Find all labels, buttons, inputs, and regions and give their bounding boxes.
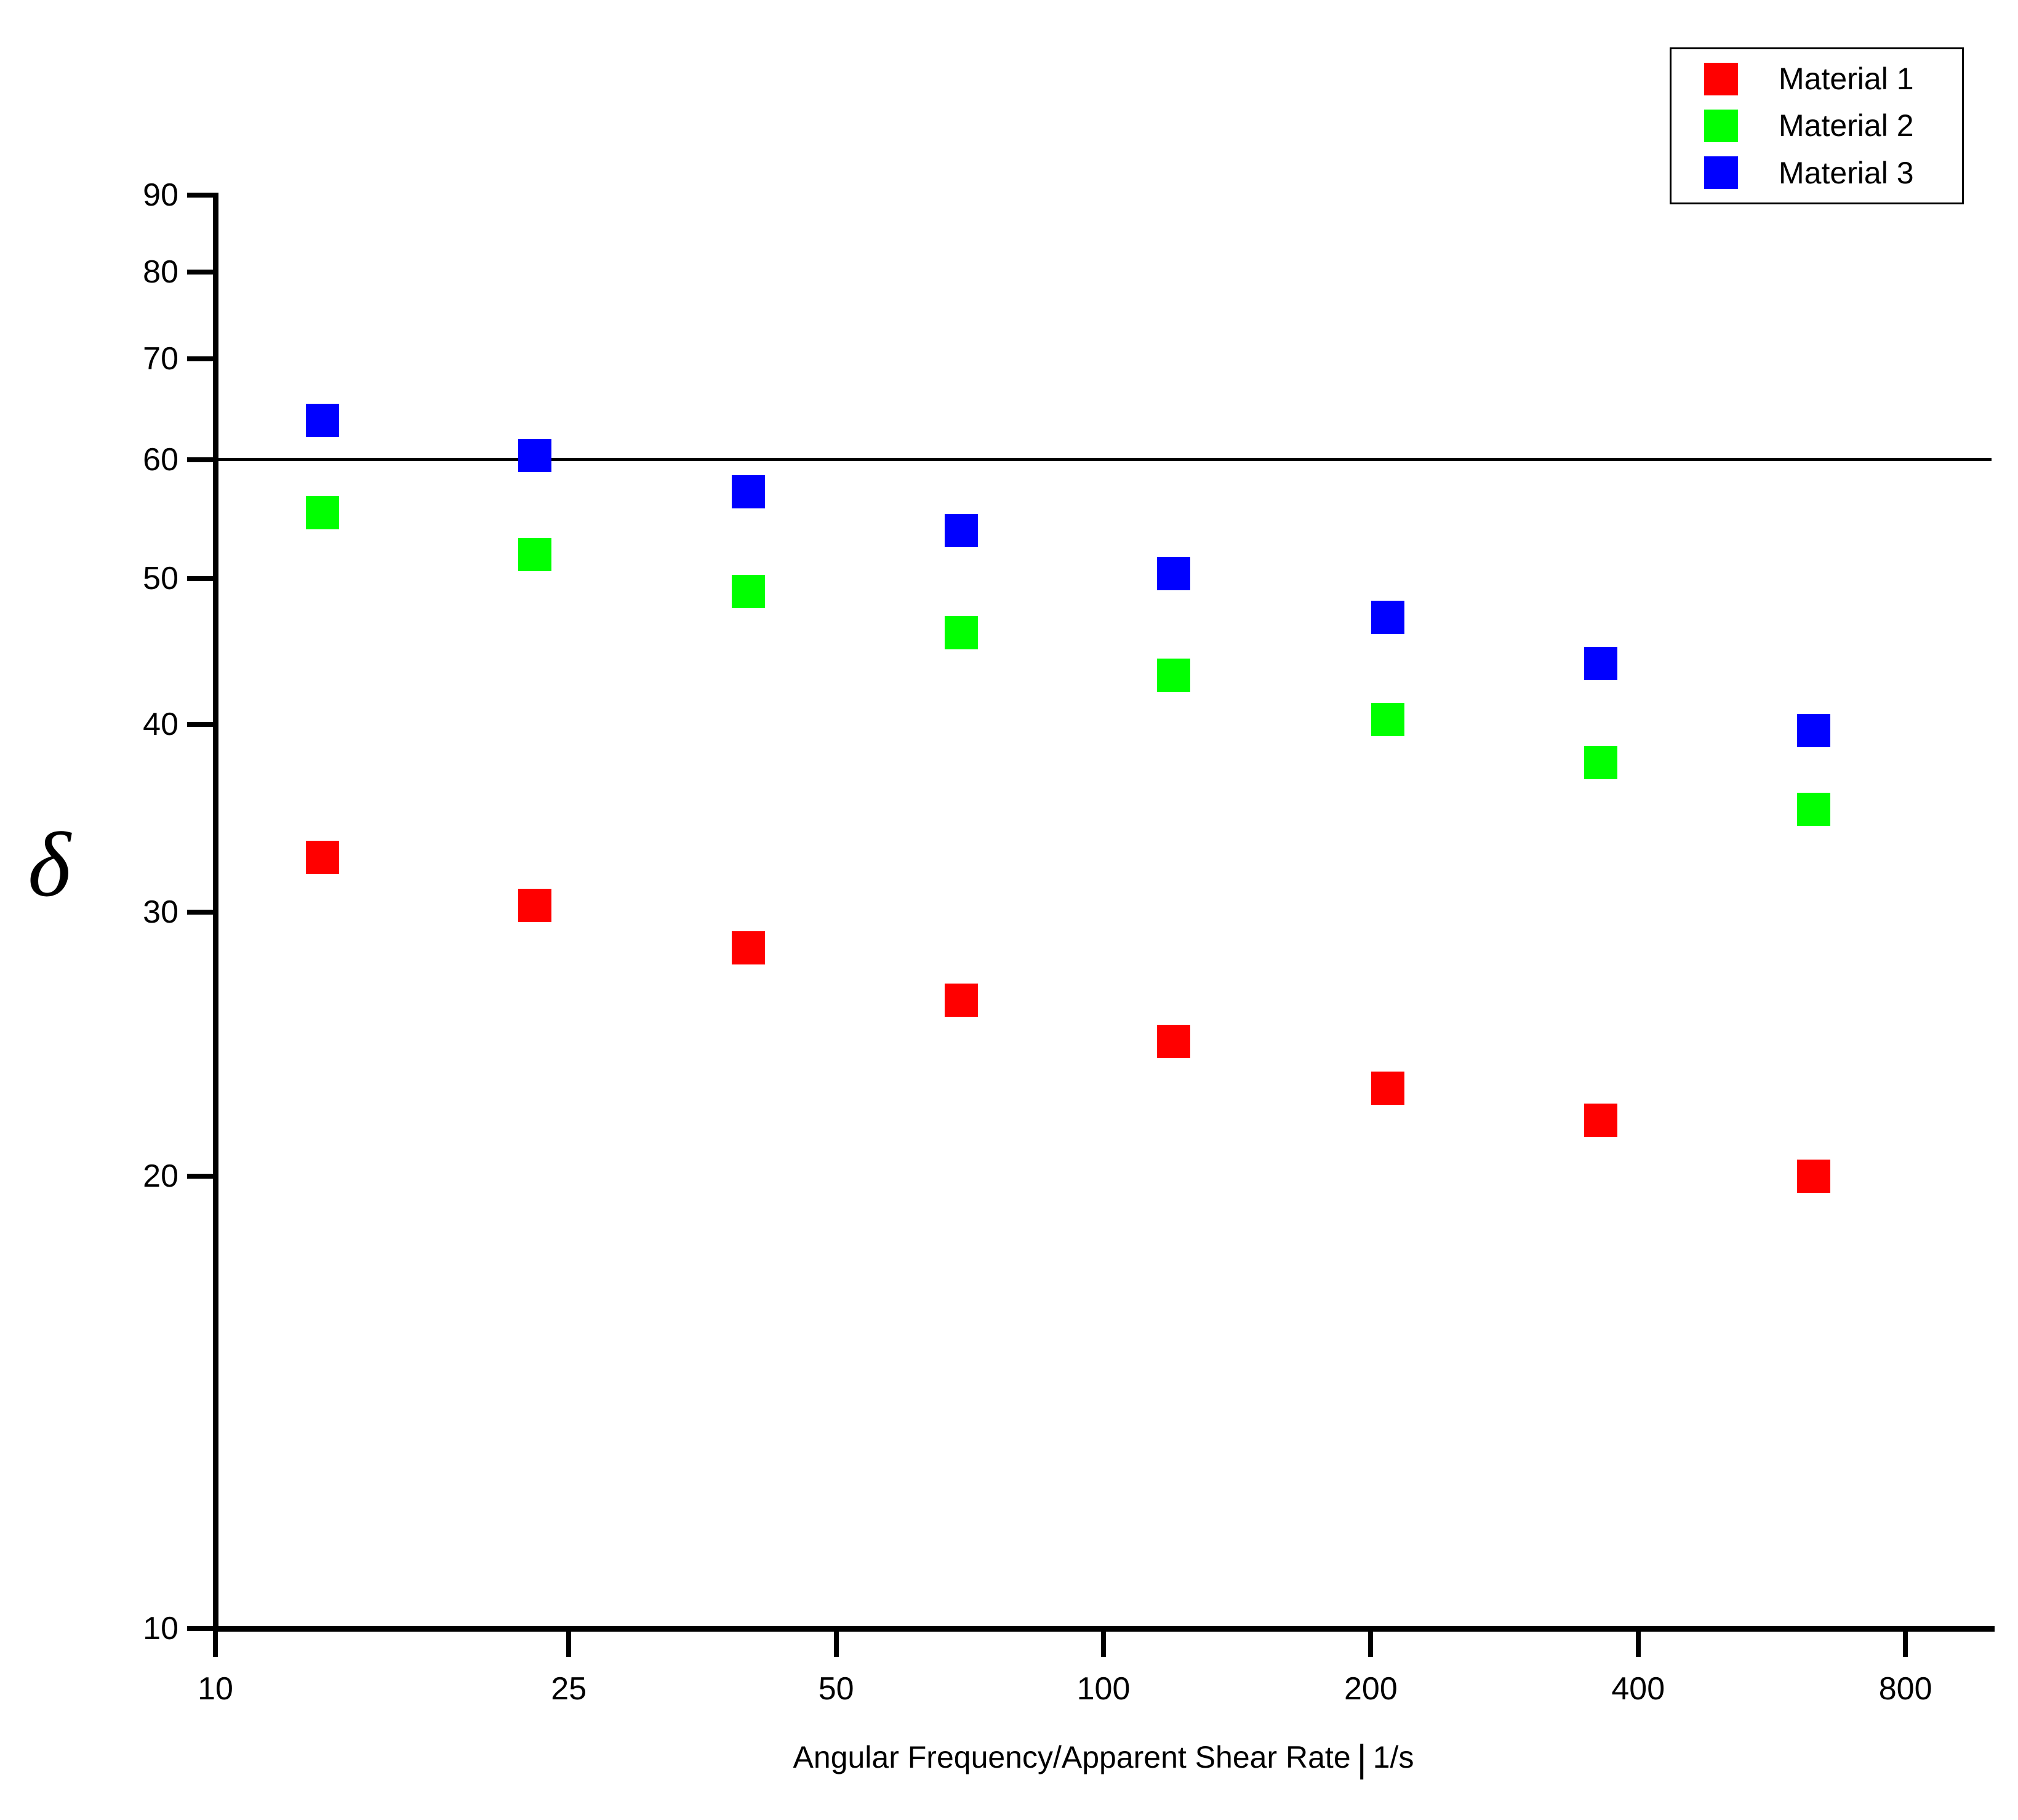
x-tick-label: 100 (1076, 1671, 1131, 1707)
x-tick-label: 800 (1878, 1671, 1932, 1707)
marker-material-2 (1584, 746, 1617, 780)
x-tick-label: 200 (1343, 1671, 1398, 1707)
marker-material-3 (1797, 714, 1831, 748)
marker-material-3 (1157, 556, 1191, 590)
marker-material-3 (731, 475, 765, 509)
marker-material-2 (945, 616, 979, 650)
marker-material-1 (518, 888, 552, 922)
marker-material-3 (1584, 646, 1617, 680)
legend-label-material-2: Material 2 (1779, 108, 1914, 143)
x-tick (1368, 1629, 1374, 1657)
y-tick (187, 269, 215, 275)
x-axis-title-unit: 1/s (1372, 1740, 1414, 1774)
y-tick (187, 909, 215, 915)
y-tick-label: 80 (143, 254, 178, 290)
x-tick (1903, 1629, 1908, 1657)
x-tick-label: 50 (818, 1671, 854, 1707)
x-tick-label: 10 (198, 1671, 233, 1707)
marker-material-1 (731, 931, 765, 964)
x-tick-label: 400 (1611, 1671, 1665, 1707)
marker-material-2 (731, 575, 765, 609)
legend-label-material-3: Material 3 (1779, 155, 1914, 190)
legend-swatch-material-1 (1704, 62, 1738, 95)
x-tick (833, 1629, 839, 1657)
y-tick-label: 10 (143, 1611, 178, 1646)
marker-material-1 (1371, 1071, 1404, 1105)
y-tick-label: 30 (143, 894, 178, 930)
y-tick-label: 60 (143, 441, 178, 478)
x-tick-label: 25 (551, 1671, 587, 1707)
marker-material-1 (1584, 1103, 1617, 1137)
y-axis-line (212, 192, 218, 1632)
marker-material-1 (305, 841, 339, 875)
x-axis-title-text: Angular Frequency/Apparent Shear Rate (793, 1740, 1351, 1774)
marker-material-3 (305, 404, 339, 438)
x-tick (213, 1629, 218, 1657)
y-tick-label: 70 (143, 341, 178, 377)
marker-material-1 (945, 984, 979, 1017)
marker-material-3 (518, 438, 552, 472)
y-tick (187, 193, 215, 198)
legend-swatch-material-3 (1704, 156, 1738, 190)
reference-line-60 (215, 458, 1992, 462)
marker-material-2 (305, 496, 339, 530)
x-tick (566, 1629, 572, 1657)
y-tick-label: 20 (143, 1158, 178, 1195)
legend-item-material-1: Material 1 (1704, 61, 1962, 97)
x-tick (1635, 1629, 1641, 1657)
marker-material-2 (518, 537, 552, 571)
y-tick-label: 40 (143, 706, 178, 742)
x-tick (1101, 1629, 1106, 1657)
marker-material-3 (1371, 601, 1404, 635)
marker-material-3 (945, 514, 979, 548)
y-tick-label: 90 (143, 177, 178, 213)
marker-material-2 (1797, 793, 1831, 827)
marker-material-1 (1157, 1024, 1191, 1058)
legend-label-material-1: Material 1 (1779, 62, 1914, 97)
y-tick (187, 1626, 215, 1631)
marker-material-1 (1797, 1160, 1831, 1193)
legend: Material 1 Material 2 Material 3 (1670, 47, 1964, 204)
y-axis-title: δ (28, 814, 71, 916)
marker-material-2 (1157, 659, 1191, 692)
legend-item-material-2: Material 2 (1704, 108, 1962, 143)
x-axis-title: Angular Frequency/Apparent Shear Rate | 1/… (488, 1737, 1719, 1781)
y-tick (187, 356, 215, 362)
y-tick (187, 457, 215, 462)
x-axis-title-separator: | (1356, 1738, 1367, 1780)
legend-item-material-3: Material 3 (1704, 155, 1962, 191)
legend-swatch-material-2 (1704, 109, 1738, 142)
y-tick (187, 576, 215, 582)
y-tick (187, 1174, 215, 1179)
y-tick (187, 721, 215, 727)
y-tick-label: 50 (143, 561, 178, 597)
marker-material-2 (1371, 702, 1404, 736)
